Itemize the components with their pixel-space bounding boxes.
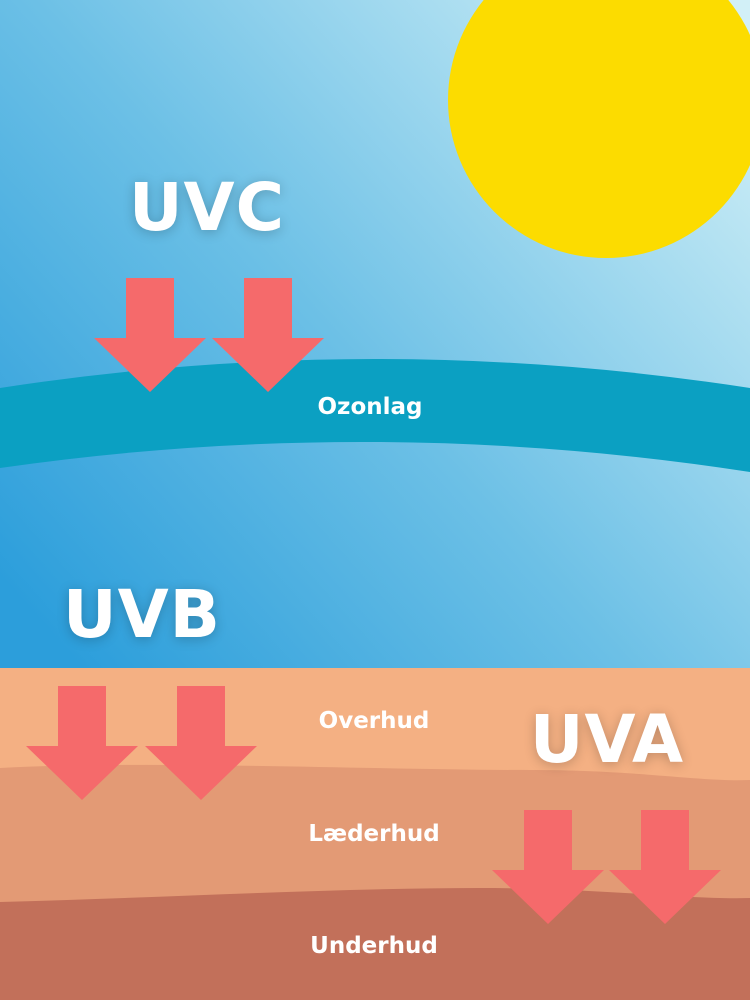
subcutis-label: Underhud [310,933,438,959]
epidermis-label: Overhud [318,708,430,734]
sun-icon [448,0,750,258]
subcutis-layer [0,888,750,1000]
uvb-label: UVB [63,576,221,653]
uvc-arrow-right [212,278,324,392]
ozone-layer-band [0,359,750,472]
uvc-arrows [94,278,324,392]
uvb-arrow-left [26,686,138,800]
uvb-arrow-right [145,686,257,800]
uva-label: UVA [529,701,685,778]
uva-arrow-left [492,810,604,924]
ozone-layer-label: Ozonlag [317,394,423,420]
uvc-label: UVC [128,169,286,246]
uva-arrow-right [609,810,721,924]
uvb-arrows [26,686,257,800]
uva-arrows [492,810,721,924]
dermis-label: Læderhud [308,821,440,847]
uvc-arrow-left [94,278,206,392]
